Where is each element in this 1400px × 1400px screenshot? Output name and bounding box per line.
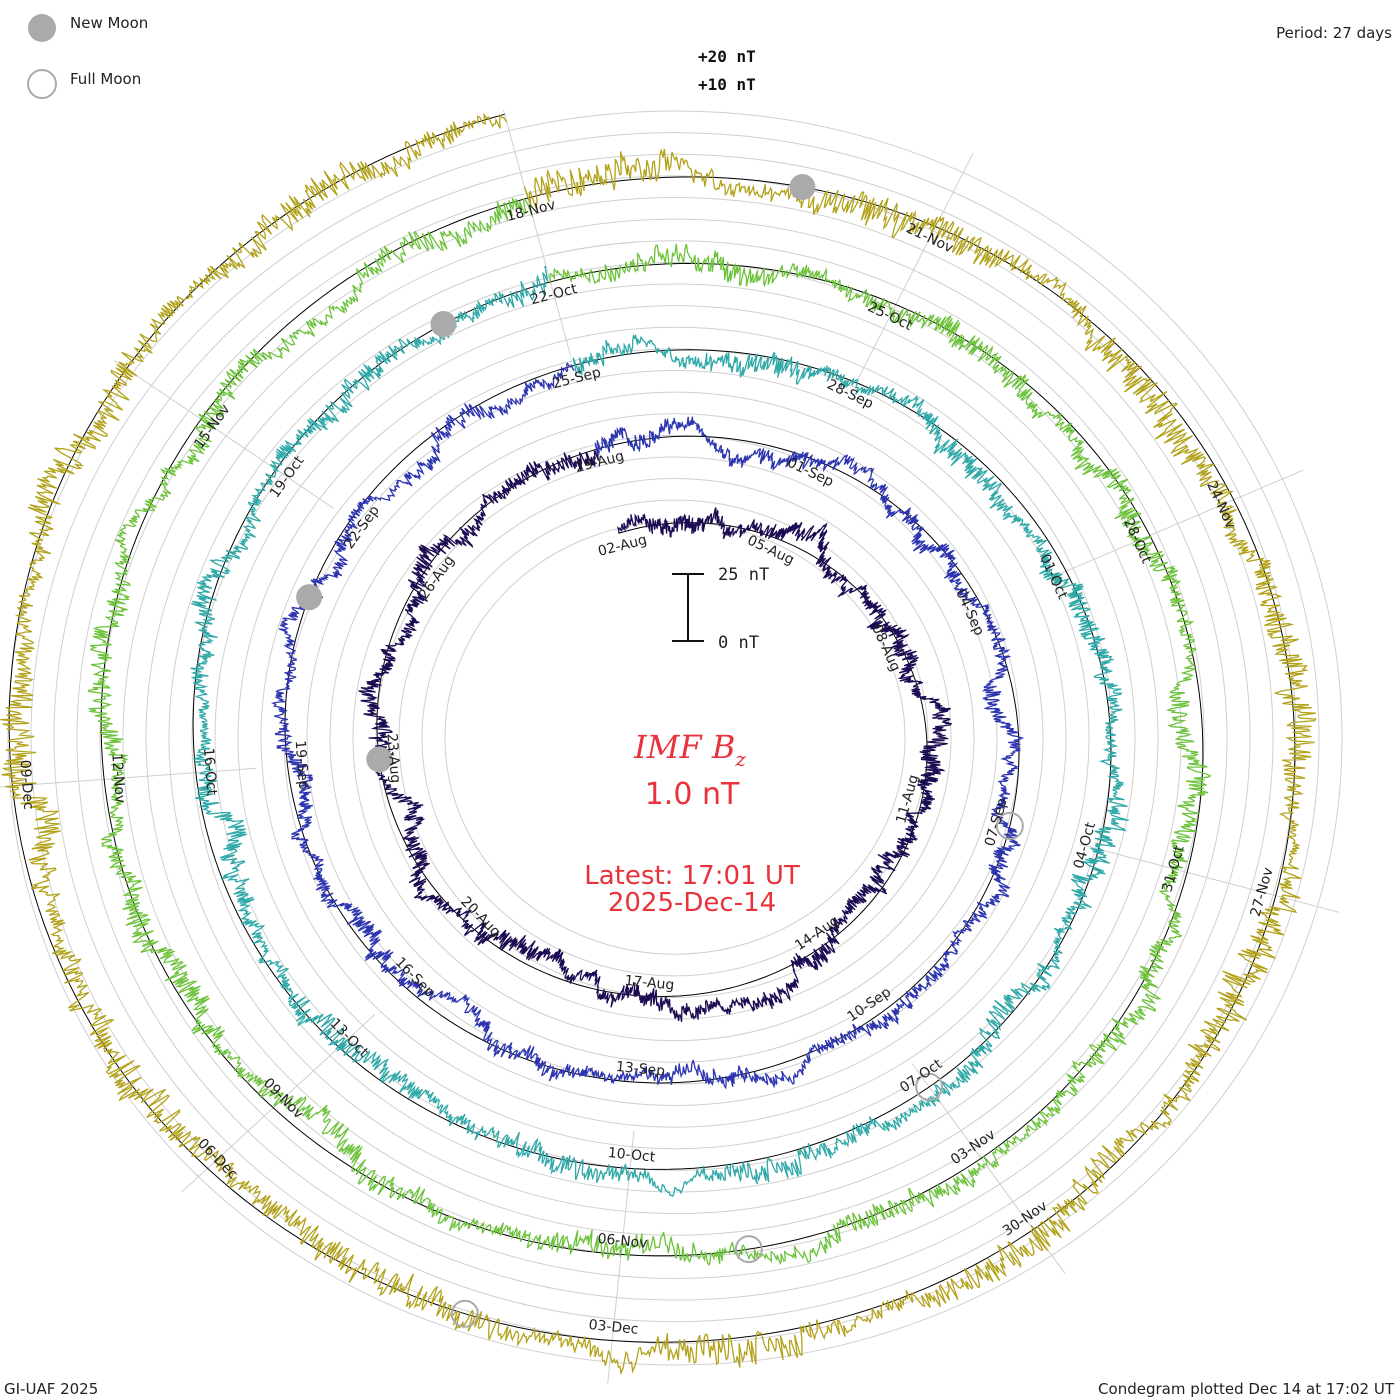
date-tick-label: 06-Nov xyxy=(597,1231,649,1252)
grid-spoke xyxy=(1079,843,1340,913)
scale-bar: 25 nT 0 nT xyxy=(672,565,769,653)
date-tick-label: 23-Aug xyxy=(383,733,403,784)
date-tick-label: 22-Oct xyxy=(529,281,579,308)
full-moon-marker xyxy=(915,1072,944,1101)
date-tick-label: 27-Nov xyxy=(1248,866,1277,919)
zero-reference-line xyxy=(8,113,1296,1343)
series-turn-2 xyxy=(270,362,1025,1090)
grid-ring xyxy=(283,369,1067,1107)
new-moon-marker xyxy=(296,584,323,611)
period-label: Period: 27 days xyxy=(1276,24,1392,42)
grid-ring xyxy=(398,478,952,998)
date-tick-label: 02-Aug xyxy=(596,532,648,560)
footer-plotted: Condegram plotted Dec 14 at 17:02 UT xyxy=(1098,1380,1395,1398)
new-moon-marker xyxy=(789,174,816,201)
grid-rings xyxy=(7,110,1343,1366)
grid-ring xyxy=(260,348,1090,1128)
date-tick-label: 07-Sep xyxy=(982,796,1011,848)
current-value: 1.0 nT xyxy=(645,777,740,812)
grid-spoke xyxy=(113,360,334,509)
latest-time: Latest: 17:01 UT xyxy=(584,861,800,891)
new-moon-icon xyxy=(28,14,56,42)
full-moon-marker xyxy=(450,1299,479,1328)
latest-date: 2025-Dec-14 xyxy=(608,888,776,918)
grid-spoke xyxy=(0,767,257,788)
grid-ring xyxy=(145,240,1205,1236)
grid-ring xyxy=(421,499,929,977)
grid-ring xyxy=(99,197,1251,1279)
date-tick-label: 16-Sep xyxy=(392,954,438,1000)
date-tick-label: 04-Sep xyxy=(952,587,987,639)
date-tick-label: 30-Nov xyxy=(1000,1198,1050,1240)
date-tick-label: 01-Oct xyxy=(1036,552,1070,602)
footer-credit: GI-UAF 2025 xyxy=(4,1380,98,1398)
grid-spoke xyxy=(1057,469,1304,576)
date-tick-label: 06-Dec xyxy=(194,1136,240,1183)
center-title-subscript: z xyxy=(734,747,746,771)
full-moon-marker xyxy=(734,1235,763,1264)
new-moon-marker xyxy=(366,746,393,773)
full-moon-icon xyxy=(27,69,57,99)
grid-ring xyxy=(329,413,1021,1063)
date-tick-label: 13-Oct xyxy=(327,1016,372,1061)
grid-spoke xyxy=(607,1130,635,1384)
new-moon-marker xyxy=(430,310,457,337)
grid-ring xyxy=(237,326,1113,1150)
date-tick-label: 17-Aug xyxy=(624,973,675,994)
series-turn-4 xyxy=(87,197,1212,1267)
center-title-main: IMF B xyxy=(633,728,735,766)
grid-spoke xyxy=(856,152,974,383)
grid-ring xyxy=(76,175,1274,1301)
grid-ring xyxy=(168,261,1182,1215)
date-tick-label: 28-Oct xyxy=(1120,516,1154,566)
legend-new-moon-label: New Moon xyxy=(70,14,148,32)
date-tick-label: 03-Nov xyxy=(948,1127,998,1169)
grid-ring xyxy=(214,305,1136,1171)
scale-label-upper: +20 nT xyxy=(698,47,756,66)
series-turn-3 xyxy=(190,265,1129,1198)
data-series xyxy=(0,112,1317,1376)
date-tick-label: 10-Oct xyxy=(607,1145,656,1166)
date-tick-label: 19-Sep xyxy=(292,740,312,790)
date-tick-label: 25-Oct xyxy=(865,299,915,334)
date-tick-label: 09-Dec xyxy=(16,759,36,810)
date-tick-label: 11-Aug xyxy=(893,773,922,825)
grid-ring xyxy=(191,283,1159,1193)
reference-spiral xyxy=(8,113,1296,1343)
grid-ring xyxy=(306,391,1044,1085)
grid-spoke xyxy=(502,109,572,356)
date-tick-label: 24-Nov xyxy=(1203,479,1238,531)
scale-label-lower: +10 nT xyxy=(698,75,756,94)
grid-ring xyxy=(7,110,1343,1366)
date-tick-label: 03-Dec xyxy=(588,1317,639,1338)
center-title: IMF Bz xyxy=(633,728,746,771)
date-tick-label: 21-Nov xyxy=(903,220,955,256)
grid-ring xyxy=(30,132,1320,1344)
series-turn-1 xyxy=(358,450,953,1023)
date-tick-label: 16-Oct xyxy=(200,747,220,796)
date-tick-label: 12-Nov xyxy=(108,753,128,804)
grid-ring xyxy=(122,218,1228,1258)
legend: New Moon Full Moon xyxy=(27,14,148,99)
scale-bar-top-label: 25 nT xyxy=(718,565,769,585)
moon-markers xyxy=(296,174,1024,1328)
full-moon-marker xyxy=(995,811,1024,840)
series-turn-5 xyxy=(0,112,1317,1376)
grid-ring xyxy=(352,434,998,1042)
scale-bar-bottom-label: 0 nT xyxy=(718,633,759,653)
legend-full-moon-label: Full Moon xyxy=(70,70,141,88)
date-tick-label: 14-Aug xyxy=(792,913,842,954)
date-tick-label: 13-Sep xyxy=(615,1059,666,1080)
